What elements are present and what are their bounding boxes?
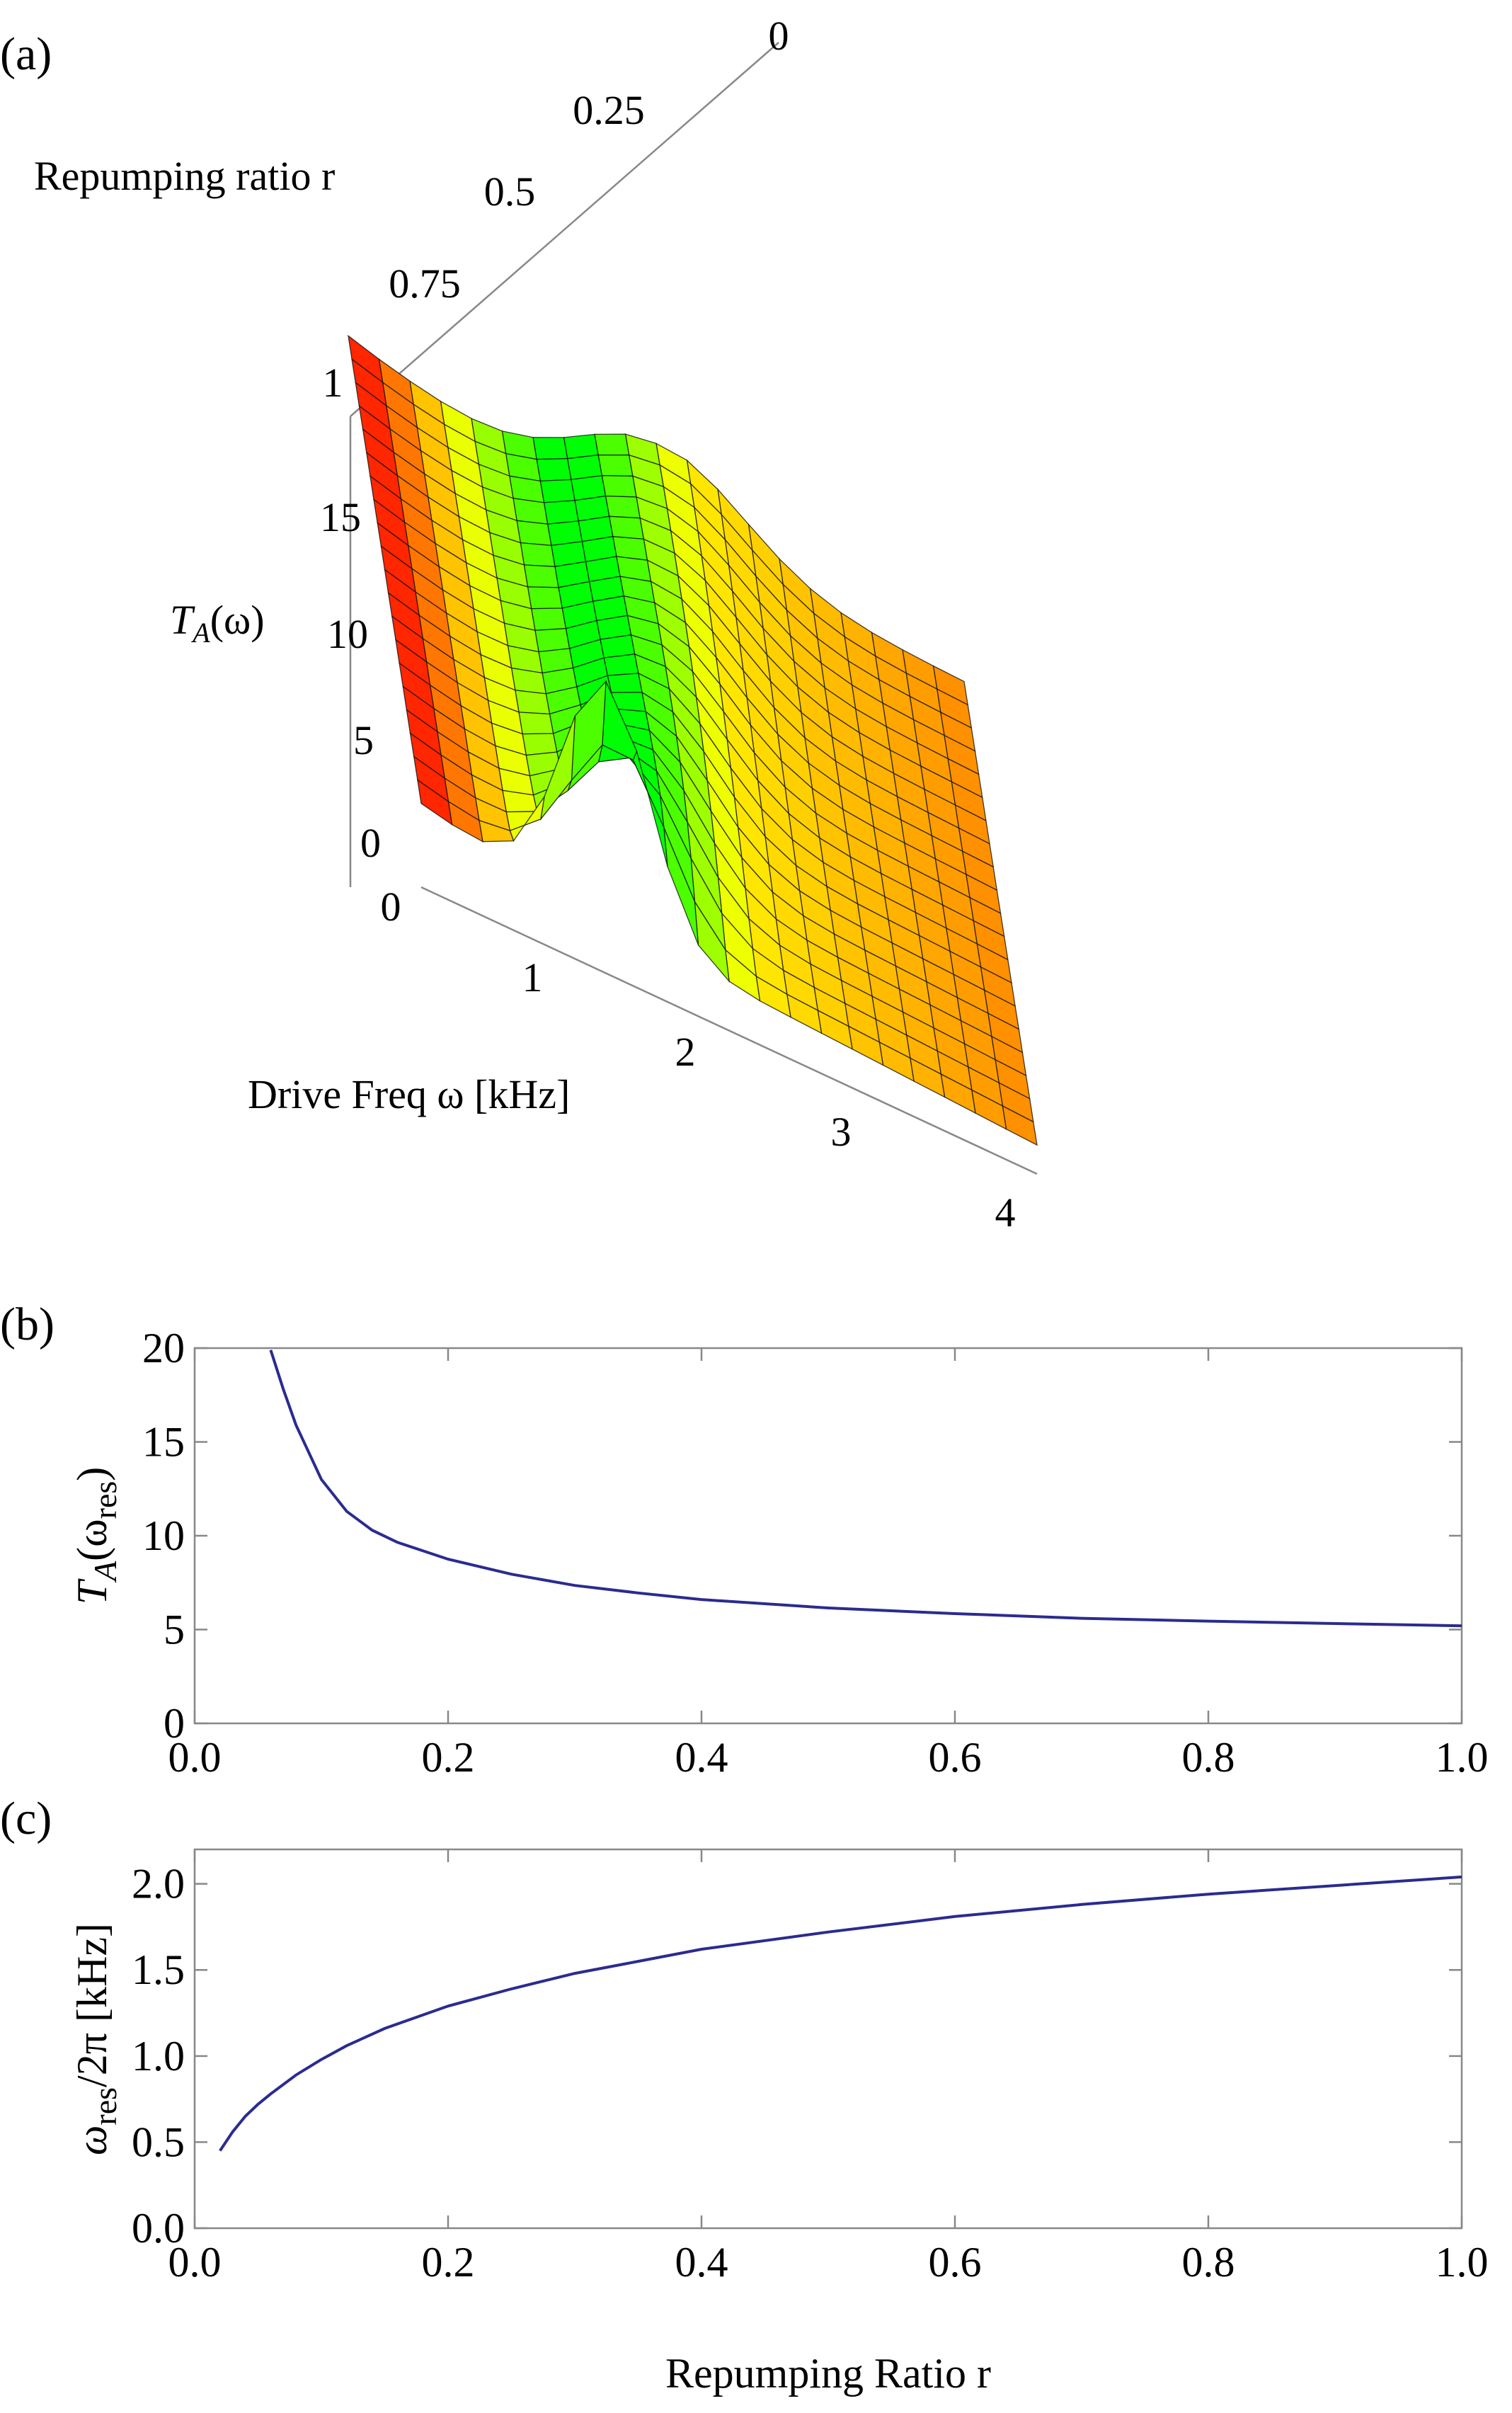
surface-patch xyxy=(594,433,630,456)
y-tick-label-b: 20 xyxy=(142,1325,185,1371)
x-axis-label-repumping-ratio: Repumping Ratio r xyxy=(665,2350,991,2397)
y-tick-label-c: 0.0 xyxy=(132,2205,185,2252)
x-tick-label-c: 0.0 xyxy=(168,2239,222,2286)
c-ylabel-sub: res xyxy=(87,2087,123,2126)
y-tick-label-a: 0.25 xyxy=(573,87,645,133)
z-axis-label-ta-omega: TA(ω) xyxy=(170,597,265,649)
x-tick-label-b: 0.6 xyxy=(929,1734,982,1781)
z-label-sub: A xyxy=(190,617,210,649)
x-tick-label-c: 0.4 xyxy=(675,2239,728,2286)
surface-patch xyxy=(563,433,599,460)
y-tick-label-a: 0.5 xyxy=(484,169,536,215)
x-tick-label-b: 1.0 xyxy=(1436,1734,1489,1781)
y-axis-label-c: ωres/2π [kHz] xyxy=(69,1923,123,2155)
b-ylabel-open: (ω xyxy=(69,1519,115,1561)
b-ylabel-sub: A xyxy=(87,1561,123,1583)
b-ylabel-res: res xyxy=(87,1481,123,1519)
y-tick-label-b: 10 xyxy=(142,1512,185,1559)
surface-patch xyxy=(520,542,556,567)
y-tick-label-c: 1.0 xyxy=(132,2033,185,2080)
curve-ta-omega-res xyxy=(269,1350,1462,1628)
x-tick-label-b: 0.0 xyxy=(168,1734,222,1781)
x-tick-label-a: 0 xyxy=(381,884,401,930)
curve-omega-res xyxy=(219,1875,1462,2152)
z-tick-label-a: 15 xyxy=(320,494,361,540)
surface-patch xyxy=(607,673,643,693)
c-ylabel-rest: /2π [kHz] xyxy=(69,1923,115,2087)
x-tick-label-a: 1 xyxy=(522,954,543,1000)
surface-patch xyxy=(516,520,552,547)
x-axis-line xyxy=(420,886,1038,1175)
x-tick-label-c: 0.6 xyxy=(929,2239,982,2286)
x-axis-label-drive-freq: Drive Freq ω [kHz] xyxy=(248,1071,570,1117)
b-ylabel-close: ) xyxy=(69,1467,115,1481)
y-tick-label-c: 0.5 xyxy=(132,2118,185,2165)
surface-axes xyxy=(349,42,1038,1175)
surface-mesh xyxy=(348,334,1038,1146)
x-tick-label-a: 2 xyxy=(675,1029,696,1075)
ticks-c: 0.0 0.2 0.4 0.6 0.8 1.0 0.0 0.5 1.0 1.5 2.0 xyxy=(132,1849,1489,2286)
surface-patch xyxy=(515,690,551,715)
y-tick-label-a: 1 xyxy=(323,360,343,406)
panel-label-b: (b) xyxy=(0,1299,55,1350)
surface-patch xyxy=(534,628,571,653)
y-tick-label-c: 2.0 xyxy=(132,1861,185,1907)
panel-label-a: (a) xyxy=(0,28,52,80)
y-tick-label-b: 0 xyxy=(164,1700,185,1747)
surface-patch xyxy=(597,454,634,477)
surface-patch xyxy=(608,515,645,540)
panel-c-line-plot: (c) 0.0 0.2 0.4 0.6 0.8 1.0 0.0 0.5 1.0 1.5 2.0 ωr… xyxy=(0,1793,1489,2397)
b-ylabel-t: T xyxy=(69,1578,115,1604)
z-tick-label-a: 10 xyxy=(327,611,368,657)
x-tick-label-b: 0.2 xyxy=(422,1734,475,1781)
y-tick-label-a: 0.75 xyxy=(389,261,461,307)
surface-patch xyxy=(523,564,559,588)
surface-patch xyxy=(532,437,568,460)
surface-patch xyxy=(522,733,558,756)
z-tick-label-a: 0 xyxy=(360,820,381,866)
z-label-t: T xyxy=(170,597,195,643)
y-tick-label-b: 15 xyxy=(142,1419,185,1466)
x-tick-label-c: 1.0 xyxy=(1436,2239,1489,2286)
x-tick-label-a: 4 xyxy=(995,1190,1016,1236)
z-tick-label-a: 5 xyxy=(353,717,374,763)
y-tick-label-b: 5 xyxy=(164,1607,185,1653)
y-tick-label-a: 0 xyxy=(769,13,789,59)
surface-patch xyxy=(543,500,579,525)
surface-patch xyxy=(518,712,554,735)
panel-b-line-plot: (b) 0.0 0.2 0.4 0.6 0.8 1.0 0 5 10 15 20 TA(ωres) xyxy=(0,1299,1489,1781)
x-tick-label-a: 3 xyxy=(831,1109,852,1155)
surface-patch xyxy=(603,654,639,676)
y-axis-label-b: TA(ωres) xyxy=(69,1467,123,1605)
surface-patch xyxy=(536,458,572,482)
surface-patch xyxy=(601,475,637,498)
surface-patch xyxy=(605,495,641,519)
plot-frame-c xyxy=(193,1848,1463,2230)
x-tick-label-c: 0.8 xyxy=(1182,2239,1235,2286)
y-tick-label-c: 1.5 xyxy=(132,1946,185,1993)
y-axis-line xyxy=(350,42,779,417)
surface-patch xyxy=(539,479,575,503)
surface-patch xyxy=(417,779,453,826)
panel-label-c: (c) xyxy=(0,1793,52,1844)
x-tick-label-b: 0.8 xyxy=(1182,1734,1235,1781)
ticks-b: 0.0 0.2 0.4 0.6 0.8 1.0 0 5 10 15 20 xyxy=(142,1325,1489,1781)
y-axis-label-repumping-ratio: Repumping ratio r xyxy=(34,153,335,199)
surface-patch xyxy=(512,498,549,525)
surface-patch xyxy=(527,586,563,610)
x-tick-label-b: 0.4 xyxy=(675,1734,728,1781)
c-ylabel-omega: ω xyxy=(69,2126,115,2155)
surface-patch xyxy=(530,607,567,631)
z-label-arg: (ω) xyxy=(210,597,265,643)
x-tick-label-c: 0.2 xyxy=(422,2239,475,2286)
